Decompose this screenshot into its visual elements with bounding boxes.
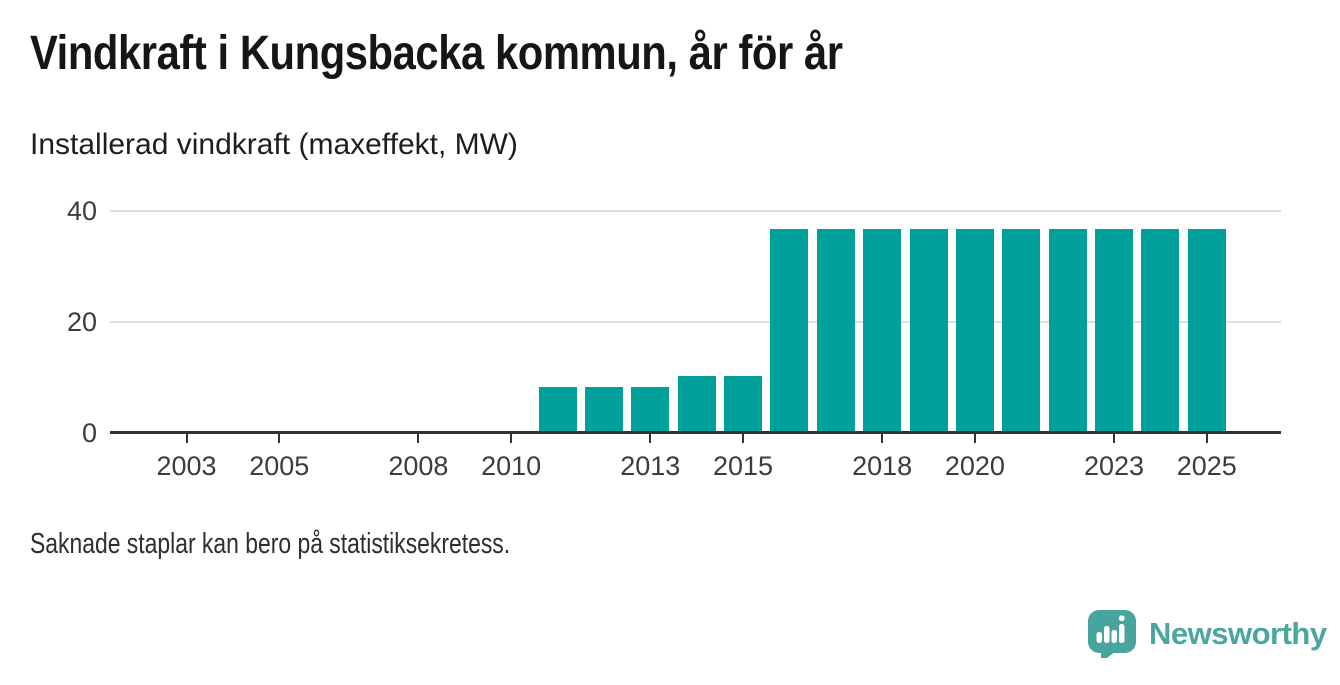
x-tick-label-2008: 2008 [388,451,449,481]
x-tick-label-2023: 2023 [1083,451,1145,481]
y-tick-label-40: 40 [66,195,97,226]
x-tick-mark-2025 [1205,434,1208,443]
x-tick-mark-2015 [742,434,745,443]
x-tick-label-2020: 2020 [944,451,1005,481]
page-title: Vindkraft i Kungsbacka kommun, år för år [30,27,843,80]
bar-2018 [863,229,902,433]
x-tick-mark-2008 [417,434,420,443]
x-tick-mark-2010 [510,434,513,443]
chart-subtitle: Installerad vindkraft (maxeffekt, MW) [30,128,518,161]
plot-area [110,205,1281,433]
x-tick-label-2010: 2010 [481,451,542,481]
bar-2019 [909,229,948,433]
x-tick-mark-2013 [649,434,652,443]
y-tick-label-20: 20 [66,306,97,337]
footnote: Saknade staplar kan bero på statistiksek… [30,528,511,560]
bar-2016 [770,229,809,433]
gridline-20 [110,320,1281,323]
bar-2022 [1048,229,1087,433]
bar-2014 [677,376,716,433]
newsworthy-speech-bubble-chart-icon [1088,610,1136,658]
bar-2013 [631,387,670,433]
newsworthy-wordmark: Newsworthy [1149,616,1327,651]
bar-2012 [584,387,623,433]
x-tick-mark-2003 [185,434,188,443]
bar-2017 [816,229,855,433]
x-tick-mark-2023 [1113,434,1116,443]
x-tick-label-2015: 2015 [712,451,774,481]
bar-2023 [1095,229,1134,433]
bar-2021 [1002,229,1041,433]
bar-2020 [955,229,994,433]
x-tick-label-2025: 2025 [1176,451,1237,481]
x-tick-label-2003: 2003 [156,451,217,481]
newsworthy-logo: Newsworthy [1088,610,1327,658]
bar-2025 [1187,229,1226,433]
x-tick-label-2018: 2018 [852,451,913,481]
bar-2011 [538,387,577,433]
bar-2024 [1141,229,1180,433]
bar-2015 [724,376,763,433]
gridline-40 [110,209,1281,212]
y-tick-label-0: 0 [81,418,97,448]
x-tick-mark-2005 [278,434,281,443]
x-tick-label-2013: 2013 [620,451,681,481]
x-tick-mark-2018 [881,434,884,443]
x-tick-label-2005: 2005 [249,451,310,481]
x-axis-line [110,431,1281,434]
x-tick-mark-2020 [973,434,976,443]
